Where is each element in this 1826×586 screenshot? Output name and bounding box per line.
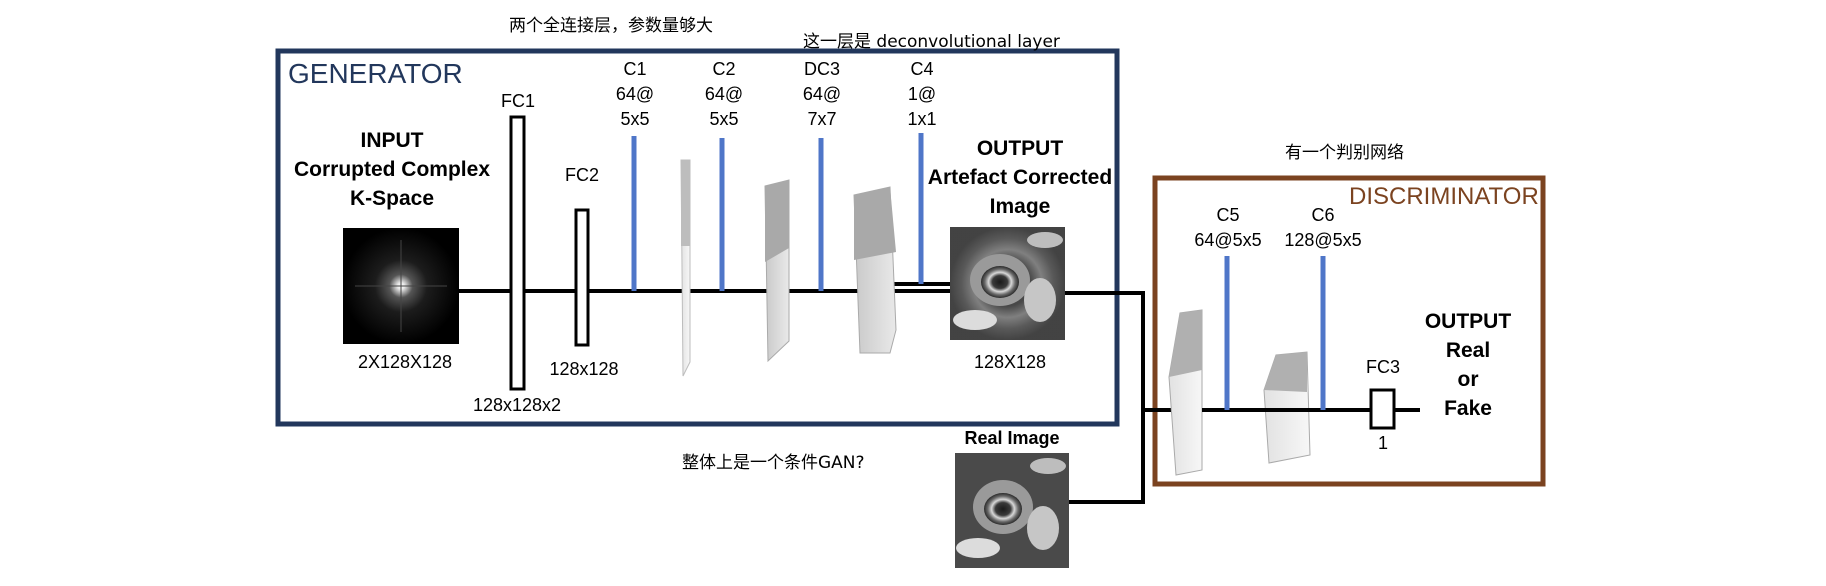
discriminator-annotation: 有一个判别网络 [1285,143,1404,163]
discriminator-slab-2 [1263,351,1311,464]
fc-annotation: 两个全连接层，参数量够大 [509,16,713,36]
fc2-label: FC2 [564,165,599,185]
c5-label: C5 64@5x5 [1194,205,1262,250]
fc1-dims: 128x128x2 [472,395,562,415]
input-dims: 2X128X128 [357,352,453,372]
output-mri-image [950,227,1065,340]
fc1-label: FC1 [500,91,535,111]
gan-annotation: 整体上是一个条件GAN? [682,453,865,473]
output-dims: 128X128 [973,352,1047,372]
generator-title: GENERATOR [288,58,463,89]
fc2-dims: 128x128 [549,359,619,379]
fc3-layer [1369,388,1396,430]
fc1-layer [509,115,526,391]
feature-map-slab-1 [680,159,691,377]
fc3-dims: 1 [1377,433,1388,453]
discriminator-output: OUTPUT Real or Fake [1424,310,1512,420]
feature-map-slab-2 [764,179,790,363]
c1-label: C1 64@ 5x5 [615,59,655,129]
deconv-annotation: 这一层是 deconvolutional layer [803,32,1060,52]
dc3-label: DC3 64@ 7x7 [802,59,842,129]
input-title: INPUT Corrupted Complex K-Space [293,129,490,210]
discriminator-slab-1 [1168,309,1203,476]
c2-label: C2 64@ 5x5 [704,59,744,129]
fc2-layer [574,208,590,347]
c4-label: C4 1@ 1x1 [907,59,937,129]
real-image-title: Real Image [964,428,1060,448]
fc3-label: FC3 [1365,357,1400,377]
real-mri-image [955,453,1069,568]
generator-box [275,48,1120,427]
feature-map-slab-3 [853,186,897,354]
real-image-connector [1068,410,1145,504]
discriminator-box [1152,175,1546,487]
discriminator-title: DISCRIMINATOR [1349,183,1539,210]
output-title: OUTPUT Artefact Corrected Image [927,137,1113,218]
c6-label: C6 128@5x5 [1284,205,1362,250]
